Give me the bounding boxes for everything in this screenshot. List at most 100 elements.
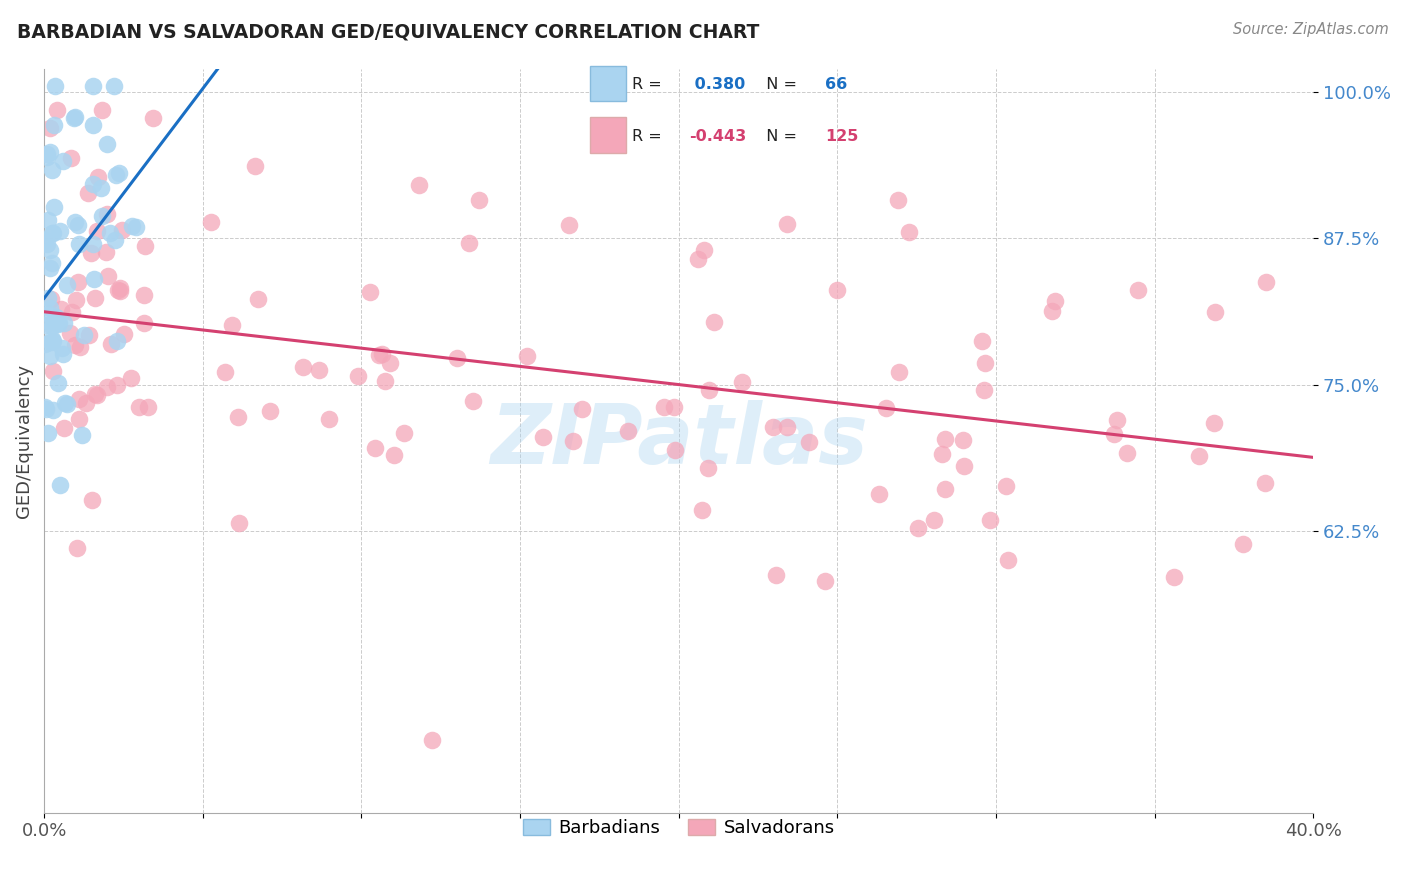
Point <box>44 201 66 215</box>
Point <box>34 400 56 414</box>
Point <box>65 293 87 307</box>
Text: Source: ZipAtlas.com: Source: ZipAtlas.com <box>1233 22 1389 37</box>
Point <box>371 346 394 360</box>
Point <box>83 291 105 305</box>
Point <box>52 154 75 169</box>
Point <box>59 326 82 340</box>
Point <box>531 430 554 444</box>
Y-axis label: GED/Equivalency: GED/Equivalency <box>15 363 32 517</box>
Point <box>104 233 127 247</box>
Point <box>1040 304 1063 318</box>
Point <box>96 206 118 220</box>
Point <box>422 732 444 747</box>
Point <box>51 341 73 355</box>
Point <box>142 112 165 126</box>
Point <box>571 402 593 417</box>
Point <box>41 332 63 346</box>
Point <box>200 215 222 229</box>
Point <box>558 218 581 232</box>
Point <box>814 574 837 589</box>
Point <box>1105 412 1128 426</box>
Point <box>37 291 59 305</box>
Text: R =: R = <box>631 78 666 92</box>
Point <box>37 150 59 164</box>
Point <box>42 314 65 328</box>
Point <box>105 378 128 392</box>
Point <box>703 315 725 329</box>
Point <box>38 349 60 363</box>
Point <box>39 243 62 257</box>
Point <box>80 492 103 507</box>
Point <box>652 401 675 415</box>
Point <box>1254 275 1277 289</box>
Point <box>318 412 340 426</box>
Point <box>922 513 945 527</box>
Point <box>934 432 956 446</box>
Point <box>52 347 75 361</box>
Point <box>82 237 104 252</box>
Point <box>875 401 897 415</box>
Point <box>82 79 104 94</box>
Point <box>38 301 60 315</box>
Point <box>1254 475 1277 490</box>
FancyBboxPatch shape <box>589 66 626 102</box>
Point <box>75 396 97 410</box>
Point <box>46 317 69 331</box>
Point <box>765 567 787 582</box>
Point <box>132 288 155 302</box>
Point <box>907 521 929 535</box>
Point <box>997 553 1019 567</box>
Point <box>731 375 754 389</box>
Point <box>34 233 56 247</box>
Point <box>105 334 128 348</box>
Point <box>98 227 121 241</box>
Point <box>382 448 405 462</box>
Point <box>934 482 956 496</box>
Point <box>408 178 430 192</box>
Point <box>125 219 148 234</box>
Point <box>931 447 953 461</box>
Point <box>42 402 65 417</box>
Point <box>44 79 66 94</box>
Point <box>41 335 63 350</box>
Point <box>53 421 76 435</box>
Point <box>214 365 236 379</box>
Point <box>42 334 65 348</box>
Point <box>56 397 79 411</box>
Point <box>39 261 62 276</box>
Text: -0.443: -0.443 <box>689 128 747 144</box>
Point <box>121 219 143 233</box>
Text: ZIPatlas: ZIPatlas <box>489 400 868 481</box>
Point <box>1204 305 1226 319</box>
Point <box>446 351 468 366</box>
Point <box>49 478 72 492</box>
Point <box>516 349 538 363</box>
Point <box>49 301 72 316</box>
Point <box>690 502 713 516</box>
Legend: Barbadians, Salvadorans: Barbadians, Salvadorans <box>516 812 842 845</box>
Point <box>96 380 118 394</box>
Point <box>617 425 640 439</box>
Text: 125: 125 <box>825 128 859 144</box>
Point <box>41 226 63 240</box>
Point <box>53 316 76 330</box>
Point <box>363 441 385 455</box>
Point <box>66 276 89 290</box>
Point <box>762 420 785 434</box>
Point <box>107 166 129 180</box>
Point <box>664 400 686 414</box>
Point <box>775 217 797 231</box>
FancyBboxPatch shape <box>589 117 626 153</box>
Point <box>308 363 330 377</box>
Point <box>1202 416 1225 430</box>
Point <box>378 356 401 370</box>
Point <box>83 387 105 401</box>
Point <box>56 278 79 293</box>
Point <box>90 210 112 224</box>
Point <box>45 310 67 324</box>
Point <box>39 145 62 160</box>
Point <box>82 177 104 191</box>
Point <box>46 103 69 117</box>
Point <box>91 103 114 117</box>
Point <box>221 318 243 333</box>
